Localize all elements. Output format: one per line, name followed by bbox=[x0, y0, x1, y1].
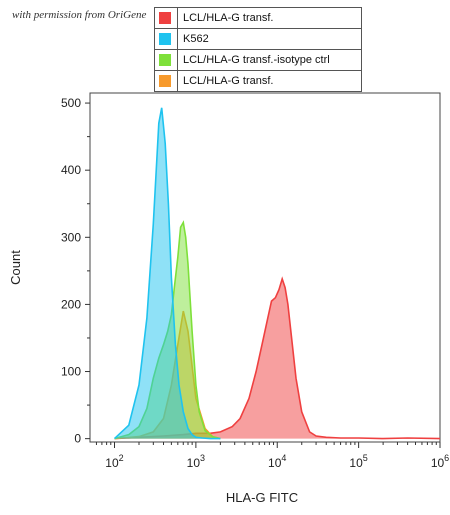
legend-swatch bbox=[159, 54, 171, 66]
series-area bbox=[114, 278, 440, 439]
legend-item-k562: K562 bbox=[155, 28, 361, 49]
legend-swatch bbox=[159, 75, 171, 87]
x-tick-label: 104 bbox=[268, 453, 286, 470]
y-tick-label: 500 bbox=[61, 96, 81, 110]
x-tick-label: 102 bbox=[105, 453, 123, 470]
x-tick-label: 106 bbox=[431, 453, 449, 470]
x-tick-label: 103 bbox=[187, 453, 205, 470]
legend-item-isotype-ctrl: LCL/HLA-G transf.-isotype ctrl bbox=[155, 49, 361, 70]
y-tick-label: 100 bbox=[61, 365, 81, 379]
legend: LCL/HLA-G transf. K562 LCL/HLA-G transf.… bbox=[154, 7, 362, 92]
series-line bbox=[113, 107, 221, 440]
x-tick-label: 105 bbox=[349, 453, 367, 470]
y-tick-label: 400 bbox=[61, 163, 81, 177]
series-area bbox=[114, 107, 221, 439]
y-tick-label: 300 bbox=[61, 230, 81, 244]
legend-label: LCL/HLA-G transf. bbox=[177, 8, 273, 28]
y-tick-label: 0 bbox=[74, 432, 81, 446]
legend-swatch bbox=[159, 33, 171, 45]
legend-item-lcl-hla-g-red: LCL/HLA-G transf. bbox=[155, 8, 361, 28]
legend-item-lcl-hla-g-orange: LCL/HLA-G transf. bbox=[155, 70, 361, 91]
legend-label: K562 bbox=[177, 29, 209, 49]
legend-label: LCL/HLA-G transf. bbox=[177, 71, 273, 91]
credit-text: with permission from OriGene bbox=[12, 9, 147, 21]
legend-swatch bbox=[159, 12, 171, 24]
y-tick-label: 200 bbox=[61, 297, 81, 311]
y-axis-title: Count bbox=[8, 250, 23, 285]
x-axis-title: HLA-G FITC bbox=[226, 490, 298, 505]
series-area bbox=[114, 222, 221, 439]
legend-label: LCL/HLA-G transf.-isotype ctrl bbox=[177, 50, 330, 70]
